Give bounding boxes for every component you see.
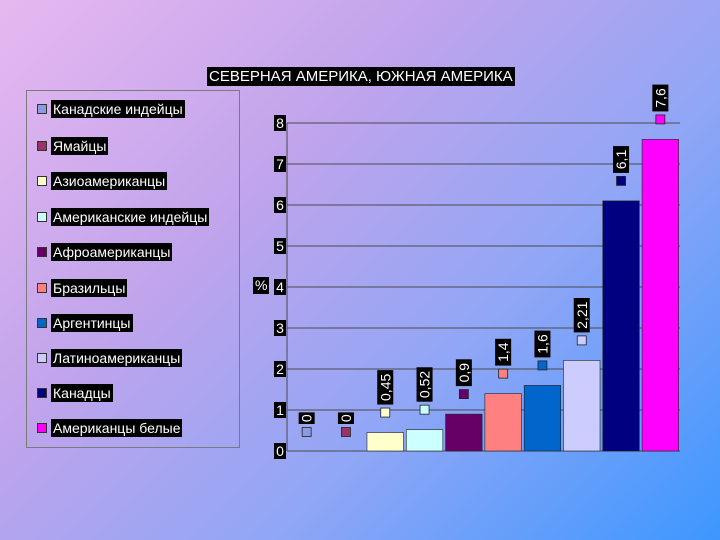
legend-swatch xyxy=(37,141,47,151)
bar xyxy=(602,200,640,452)
data-label-bg xyxy=(652,84,669,112)
data-label: 2,21 xyxy=(574,301,590,328)
legend-swatch xyxy=(37,283,47,293)
legend-swatch xyxy=(37,212,47,222)
data-label-group: 1,4 xyxy=(495,338,512,366)
bar xyxy=(641,139,679,452)
legend-swatch xyxy=(37,247,47,257)
data-label-group: 6,1 xyxy=(613,146,630,173)
data-label-group: 0,45 xyxy=(377,370,394,405)
legend-label: Ямайцы xyxy=(51,137,109,155)
bar xyxy=(445,413,483,452)
y-tick-label: 7 xyxy=(276,156,284,172)
legend-swatch xyxy=(37,353,47,363)
bar xyxy=(523,385,562,452)
data-label-bg xyxy=(377,370,394,405)
bar xyxy=(366,432,404,452)
data-marker xyxy=(380,407,391,418)
y-tick-label-bg xyxy=(274,238,286,254)
legend-swatch xyxy=(37,423,47,433)
data-marker xyxy=(655,114,666,125)
y-tick-label-bg xyxy=(274,156,286,172)
data-label: 0,9 xyxy=(456,363,472,383)
data-label: 0 xyxy=(299,414,315,422)
y-tick-label-bg xyxy=(274,443,286,459)
legend-label: Афроамериканцы xyxy=(51,243,173,261)
data-label-bg xyxy=(298,412,315,425)
legend-swatch xyxy=(37,176,47,186)
data-label-bg xyxy=(416,367,433,402)
legend-label: Латиноамериканцы xyxy=(51,349,183,367)
chart-title: СЕВЕРНАЯ АМЕРИКА, ЮЖНАЯ АМЕРИКА xyxy=(207,67,515,86)
legend-label: Канадские индейцы xyxy=(51,100,185,118)
data-label-bg xyxy=(495,338,512,366)
data-label: 1,6 xyxy=(534,334,550,354)
y-tick-label-bg xyxy=(274,320,286,336)
legend: Канадские индейцы Ямайцы Азиоамериканцы Аме… xyxy=(26,90,240,448)
bar xyxy=(563,360,601,452)
legend-swatch xyxy=(37,388,47,398)
y-axis-label: % xyxy=(253,277,270,294)
data-label-group: 0 xyxy=(298,412,315,425)
data-label: 6,1 xyxy=(613,150,629,170)
legend-label: Американские индейцы xyxy=(51,208,210,226)
y-tick-label-bg xyxy=(274,115,286,131)
bar xyxy=(405,429,444,452)
data-label-bg xyxy=(613,146,630,173)
data-label-group: 1,6 xyxy=(534,330,551,358)
y-tick-label: 1 xyxy=(276,402,284,418)
data-label-bg xyxy=(455,359,472,387)
y-tick-label: 3 xyxy=(276,320,284,336)
y-tick-label: 2 xyxy=(276,361,284,377)
y-tick-label: 0 xyxy=(276,443,284,459)
data-marker xyxy=(537,360,548,371)
data-label-group: 0 xyxy=(337,412,354,425)
data-marker xyxy=(341,427,351,437)
data-label: 7,6 xyxy=(652,88,668,108)
legend-label: Бразильцы xyxy=(51,279,128,297)
legend-label: Американцы белые xyxy=(51,419,183,437)
legend-label: Аргентинцы xyxy=(51,314,133,332)
y-tick-label: 4 xyxy=(276,279,284,295)
data-marker xyxy=(419,404,430,415)
data-marker xyxy=(498,368,509,379)
legend-label: Азиоамериканцы xyxy=(51,172,168,190)
data-label: 0,45 xyxy=(377,374,393,401)
data-label-bg xyxy=(337,412,354,425)
y-tick-label: 8 xyxy=(276,115,284,131)
y-tick-label-bg xyxy=(274,279,286,295)
legend-label: Канадцы xyxy=(51,384,113,402)
data-marker xyxy=(458,389,469,400)
data-label-bg xyxy=(573,297,590,333)
data-marker xyxy=(616,175,626,186)
y-tick-label: 6 xyxy=(276,197,284,213)
data-marker xyxy=(301,427,312,437)
y-tick-label-bg xyxy=(274,402,286,418)
data-label-bg xyxy=(534,330,551,358)
data-marker xyxy=(576,335,587,346)
data-label: 1,4 xyxy=(495,342,511,362)
data-label: 0 xyxy=(338,414,354,422)
legend-swatch xyxy=(37,318,47,328)
data-label: 0,52 xyxy=(417,371,433,398)
data-label-group: 0,9 xyxy=(455,359,472,387)
bar xyxy=(484,393,522,452)
y-tick-label-bg xyxy=(274,197,286,213)
y-tick-label-bg xyxy=(274,361,286,377)
data-label-group: 7,6 xyxy=(652,84,669,112)
legend-swatch xyxy=(37,104,47,114)
y-tick-label: 5 xyxy=(276,238,284,254)
data-label-group: 2,21 xyxy=(573,297,590,333)
data-label-group: 0,52 xyxy=(416,367,433,402)
